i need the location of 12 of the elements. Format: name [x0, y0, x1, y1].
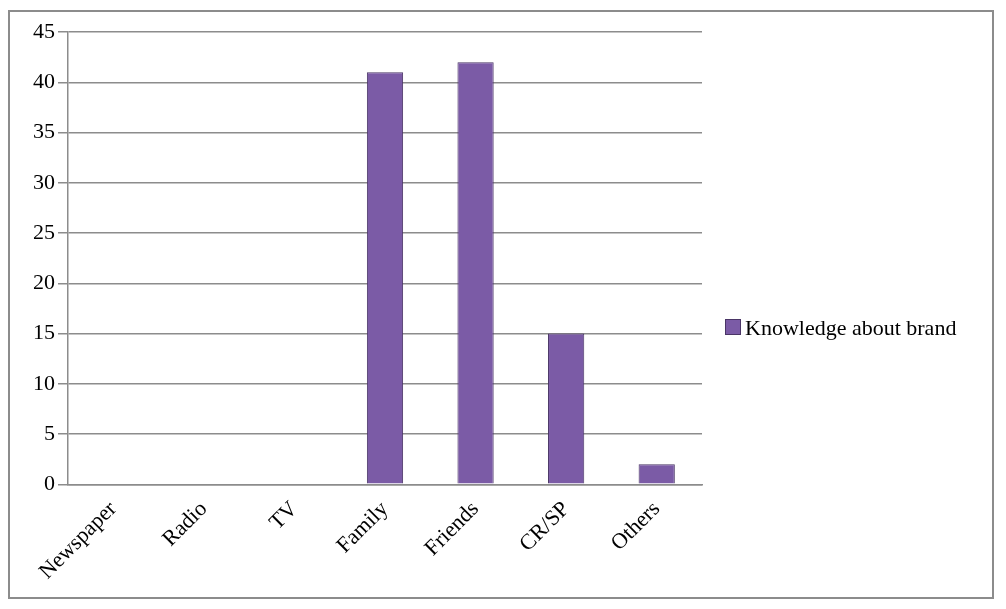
y-tick-label: 0 [44, 470, 55, 496]
y-tick-label: 5 [44, 419, 55, 445]
legend-label: Knowledge about brand [745, 315, 957, 340]
x-tick-label: TV [263, 495, 303, 535]
y-tick-label: 10 [33, 369, 55, 395]
y-tick-label: 20 [33, 269, 55, 295]
y-tick-label: 35 [33, 118, 55, 144]
y-tick-label: 15 [33, 319, 55, 345]
y-tick-label: 25 [33, 218, 55, 244]
y-tick-label: 30 [33, 168, 55, 194]
y-tick-label: 45 [33, 17, 55, 43]
y-tick-label: 40 [33, 68, 55, 94]
